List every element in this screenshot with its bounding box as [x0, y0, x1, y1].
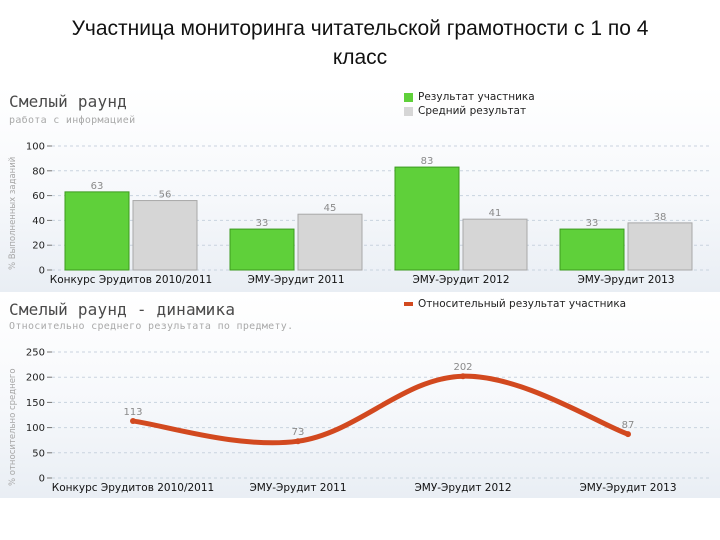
y-tick-label: 100 — [26, 142, 45, 153]
bar-value-label: 33 — [586, 218, 599, 229]
x-category-label: ЭМУ-Эрудит 2011 — [247, 274, 344, 286]
x-category-label: Конкурс Эрудитов 2010/2011 — [52, 482, 214, 494]
bar — [64, 191, 130, 271]
data-point — [625, 431, 631, 438]
line-chart-plot: 0 50 100 150 200 250 Конкурс Эрудитов 2010/201… — [26, 348, 712, 494]
x-category-label: Конкурс Эрудитов 2010/2011 — [50, 274, 212, 286]
line-chart-subtitle: Относительно среднего результата по пред… — [9, 321, 294, 332]
legend-item-relative: Относительный результат участника — [404, 297, 626, 311]
series-line — [130, 373, 631, 446]
bar-chart-panel: Смелый раунд работа с информацией % Выпо… — [0, 86, 720, 292]
bar — [229, 228, 295, 271]
y-tick-label: 0 — [39, 474, 45, 485]
bar-chart-plot: 0 20 40 60 80 100 63 56 Конкурс Эрудитов 2010/20… — [26, 142, 712, 286]
y-tick-label: 40 — [32, 216, 45, 227]
bar — [394, 166, 460, 271]
line-chart-legend: Относительный результат участника — [404, 297, 626, 311]
y-tick-label: 80 — [32, 166, 45, 177]
x-category-label: ЭМУ-Эрудит 2013 — [577, 274, 674, 286]
data-point — [460, 373, 466, 380]
slide-title: Участница мониторинга читательской грамо… — [0, 14, 720, 72]
y-tick-label: 60 — [32, 191, 45, 202]
bar-chart-title: Смелый раунд — [9, 92, 127, 111]
legend-swatch-participant — [404, 92, 413, 102]
bar-value-label: 33 — [256, 218, 269, 229]
y-tick-label: 100 — [26, 423, 45, 434]
point-value-label: 73 — [292, 427, 305, 438]
y-tick-label: 250 — [26, 348, 45, 359]
bar-value-label: 83 — [421, 156, 434, 167]
legend-swatch-relative — [404, 302, 413, 306]
bar-value-label: 38 — [654, 212, 667, 223]
y-tick-label: 0 — [39, 266, 45, 277]
line-chart-panel: Смелый раунд - динамика Относительно сре… — [0, 294, 720, 498]
line-chart-title: Смелый раунд - динамика — [9, 300, 236, 319]
y-tick-label: 20 — [32, 241, 45, 252]
bar — [462, 218, 528, 271]
slide-title-line2: класс — [332, 46, 388, 69]
legend-label-participant: Результат участника — [418, 91, 535, 103]
bar-value-label: 63 — [91, 181, 104, 192]
point-value-label: 113 — [123, 407, 142, 418]
bar — [559, 228, 625, 271]
bar-value-label: 41 — [489, 208, 502, 219]
legend-label-relative: Относительный результат участника — [418, 298, 627, 310]
legend-swatch-average — [404, 106, 413, 116]
slide-title-line1: Участница мониторинга читательской грамо… — [71, 17, 649, 40]
bar — [627, 222, 693, 271]
x-category-label: ЭМУ-Эрудит 2012 — [412, 274, 509, 286]
legend-label-average: Средний результат — [418, 105, 527, 117]
bar — [297, 213, 363, 271]
legend-item-participant: Результат участника — [404, 90, 535, 104]
y-tick-label: 50 — [32, 448, 45, 459]
bar — [132, 200, 198, 271]
legend-item-average: Средний результат — [404, 104, 535, 118]
y-tick-label: 200 — [26, 373, 45, 384]
y-tick-label: 150 — [26, 398, 45, 409]
data-point — [130, 418, 136, 425]
data-point — [295, 438, 301, 445]
x-category-label: ЭМУ-Эрудит 2012 — [414, 482, 511, 494]
bar-chart-legend: Результат участника Средний результат — [404, 90, 535, 118]
line-chart-background — [0, 294, 720, 498]
bar-value-label: 45 — [324, 203, 337, 214]
x-category-label: ЭМУ-Эрудит 2011 — [249, 482, 346, 494]
bar-value-label: 56 — [159, 190, 172, 201]
bar-chart-subtitle: работа с информацией — [9, 115, 136, 126]
x-category-label: ЭМУ-Эрудит 2013 — [579, 482, 676, 494]
point-value-label: 202 — [453, 362, 472, 373]
point-value-label: 87 — [622, 420, 635, 431]
